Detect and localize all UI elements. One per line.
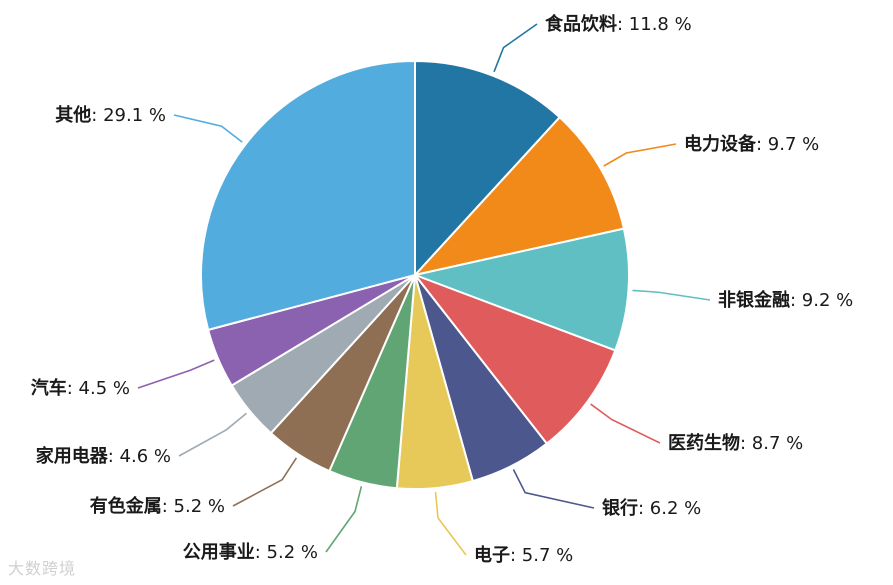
leader-line <box>493 23 538 73</box>
pie-slice <box>414 227 630 352</box>
slice-label-value: : 4.5 % <box>67 378 130 399</box>
leader-line <box>512 469 595 509</box>
slice-label: 有色金属: 5.2 % <box>90 495 225 517</box>
leader-line <box>178 412 247 457</box>
slice-label: 医药生物: 8.7 % <box>668 432 803 454</box>
slice-label-name: 非银金融 <box>718 289 790 311</box>
slice-label: 家用电器: 4.6 % <box>36 445 171 467</box>
slice-label-name: 公用事业 <box>183 541 255 563</box>
leader-line <box>137 359 215 389</box>
slice-label: 食品饮料: 11.8 % <box>544 13 692 35</box>
slice-label-name: 其他 <box>55 104 91 126</box>
slice-labels: 食品饮料: 11.8 %电力设备: 9.7 %非银金融: 9.2 %医药生物: … <box>31 13 854 566</box>
slice-label-name: 有色金属 <box>90 495 162 517</box>
slice-label-value: : 9.2 % <box>790 290 853 311</box>
slice-label: 汽车: 4.5 % <box>31 377 130 399</box>
pie-slice <box>414 116 625 276</box>
leader-line <box>173 114 243 143</box>
slice-label: 其他: 29.1 % <box>55 104 166 126</box>
slice-label-name: 电子 <box>474 544 510 566</box>
slice-label-value: : 9.7 % <box>756 134 819 155</box>
leader-line <box>603 143 677 167</box>
slice-label-value: : 11.8 % <box>617 14 692 35</box>
watermark-text: 大数跨境 <box>8 559 77 578</box>
slice-label-value: : 29.1 % <box>91 105 166 126</box>
slice-label: 非银金融: 9.2 % <box>718 289 853 311</box>
leader-line <box>232 457 298 507</box>
leader-line <box>325 486 363 553</box>
slice-label: 电力设备: 9.7 % <box>684 133 819 155</box>
pie-slice <box>414 60 561 276</box>
pie-slices <box>200 60 630 490</box>
slice-label-value: : 5.7 % <box>510 545 573 566</box>
slice-label-name: 家用电器 <box>36 445 109 467</box>
slice-label: 公用事业: 5.2 % <box>183 541 318 563</box>
slice-label-name: 电力设备 <box>684 133 757 155</box>
slice-label-name: 银行 <box>602 497 638 519</box>
slice-label-value: : 6.2 % <box>638 498 701 519</box>
slice-label-name: 医药生物 <box>668 432 740 454</box>
slice-label-value: : 4.6 % <box>108 446 171 467</box>
slice-label-name: 食品饮料 <box>544 13 617 35</box>
pie-slice <box>200 60 416 331</box>
slice-label: 银行: 6.2 % <box>602 497 701 519</box>
slice-label-value: : 5.2 % <box>162 496 225 517</box>
slice-label: 电子: 5.7 % <box>474 544 573 566</box>
slice-label-value: : 5.2 % <box>255 542 318 563</box>
leader-line <box>590 403 661 444</box>
leader-lines <box>137 23 711 556</box>
slice-label-value: : 8.7 % <box>740 433 803 454</box>
leader-line <box>632 289 711 301</box>
pie-slice <box>414 274 617 445</box>
slice-label-name: 汽车 <box>31 377 67 399</box>
leader-line <box>434 491 467 556</box>
